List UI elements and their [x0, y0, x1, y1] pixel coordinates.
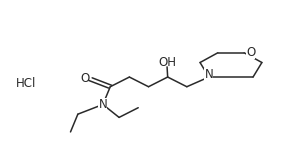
Text: O: O: [80, 72, 90, 85]
Text: OH: OH: [158, 56, 176, 69]
Text: HCl: HCl: [16, 77, 36, 90]
Text: O: O: [246, 46, 255, 59]
Text: N: N: [98, 98, 107, 111]
Text: N: N: [205, 68, 213, 81]
